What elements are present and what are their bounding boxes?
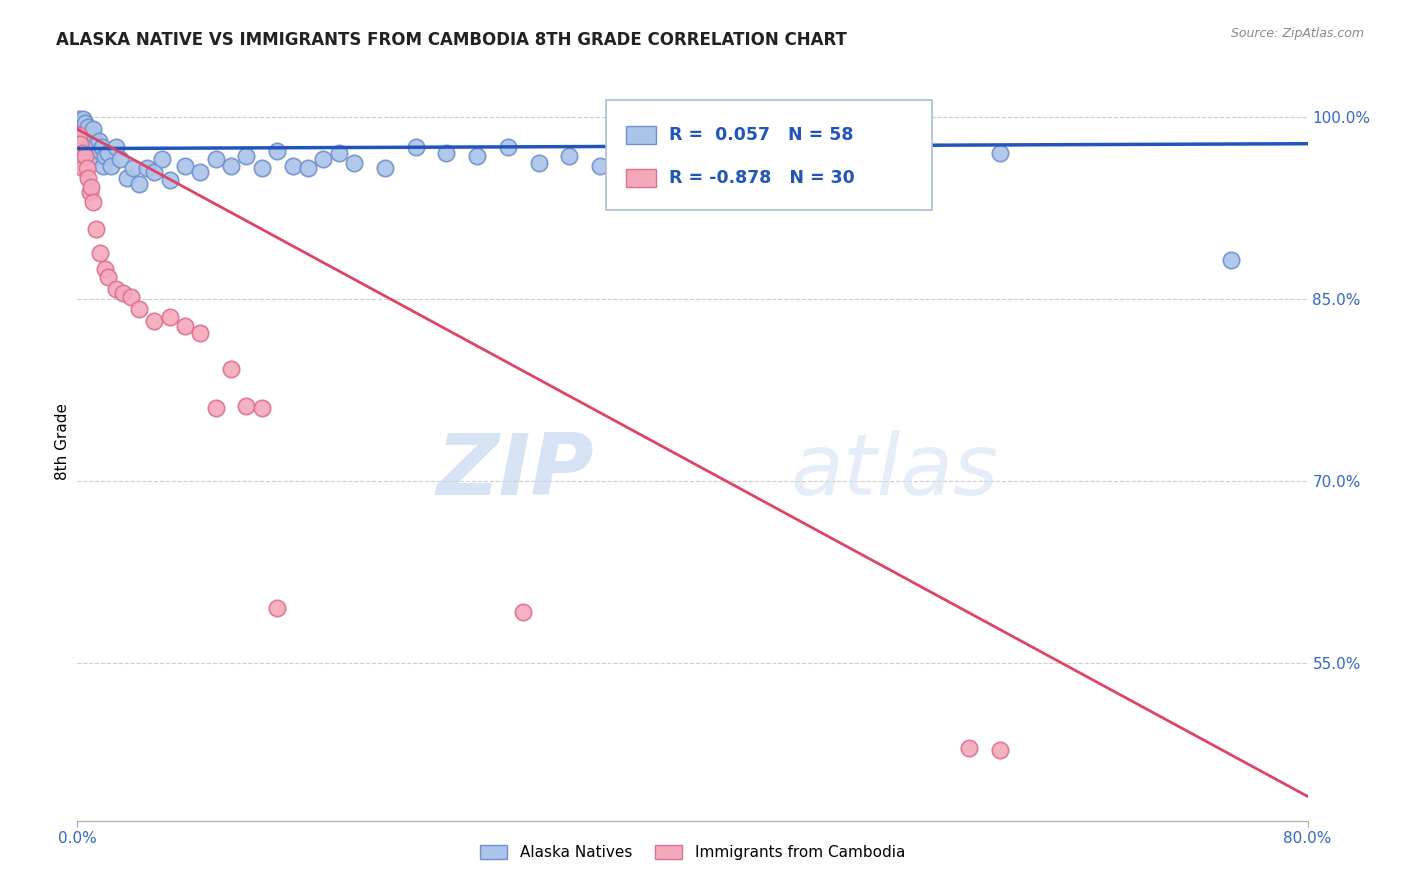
Point [219, 362, 242, 376]
Point [112, 285, 135, 300]
Point [250, 401, 273, 416]
Y-axis label: 8th Grade: 8th Grade [55, 403, 70, 480]
Point [128, 301, 150, 316]
Point [84, 136, 107, 151]
Point [76, 125, 98, 139]
Point [77, 120, 100, 134]
FancyBboxPatch shape [626, 169, 655, 187]
Point [82, 194, 104, 209]
Point [80, 134, 103, 148]
Point [121, 161, 143, 175]
Point [72, 112, 94, 127]
Point [188, 326, 212, 340]
Text: R =  0.057   N = 58: R = 0.057 N = 58 [669, 126, 853, 144]
Point [312, 153, 335, 167]
Point [496, 140, 519, 154]
Point [94, 149, 117, 163]
Point [87, 134, 110, 148]
Point [69, 136, 91, 151]
Text: ALASKA NATIVE VS IMMIGRANTS FROM CAMBODIA 8TH GRADE CORRELATION CHART: ALASKA NATIVE VS IMMIGRANTS FROM CAMBODI… [56, 31, 846, 49]
Point [69, 116, 91, 130]
Point [93, 159, 115, 173]
Point [77, 128, 100, 143]
Point [297, 161, 319, 175]
Point [266, 601, 288, 615]
Text: atlas: atlas [792, 430, 998, 514]
Point [281, 159, 304, 173]
Point [235, 399, 257, 413]
Point [120, 289, 142, 303]
Point [558, 149, 581, 163]
Point [67, 112, 90, 127]
Point [104, 140, 127, 154]
Point [250, 161, 273, 175]
Point [620, 146, 643, 161]
Point [405, 140, 427, 154]
Point [94, 261, 117, 276]
Point [328, 146, 350, 161]
Text: R = -0.878   N = 30: R = -0.878 N = 30 [669, 169, 855, 186]
Point [651, 140, 673, 154]
Point [73, 149, 96, 163]
Point [82, 128, 104, 143]
Point [527, 156, 550, 170]
Point [204, 153, 226, 167]
Point [70, 146, 93, 161]
Point [589, 159, 612, 173]
Point [82, 122, 104, 136]
Point [159, 173, 181, 187]
Point [143, 314, 166, 328]
FancyBboxPatch shape [606, 101, 932, 211]
Point [79, 186, 101, 200]
Point [204, 401, 226, 416]
Point [76, 161, 98, 175]
Legend: Alaska Natives, Immigrants from Cambodia: Alaska Natives, Immigrants from Cambodia [474, 838, 911, 866]
Point [436, 146, 458, 161]
Point [97, 270, 120, 285]
Point [73, 116, 96, 130]
Point [188, 164, 212, 178]
Point [104, 282, 127, 296]
Point [84, 221, 107, 235]
Point [72, 161, 94, 175]
Point [97, 146, 120, 161]
Point [73, 122, 96, 136]
Point [465, 149, 488, 163]
Point [143, 164, 166, 178]
Text: ZIP: ZIP [436, 430, 595, 514]
Point [174, 318, 197, 333]
Point [512, 605, 534, 619]
Point [100, 159, 122, 173]
Point [77, 170, 100, 185]
Point [86, 149, 108, 163]
Point [174, 159, 197, 173]
Point [70, 122, 93, 136]
Point [115, 170, 138, 185]
Point [128, 177, 150, 191]
Point [80, 180, 103, 194]
Point [110, 153, 132, 167]
Point [150, 153, 173, 167]
Point [79, 140, 101, 154]
Point [266, 144, 288, 158]
Point [1219, 253, 1241, 268]
Point [988, 146, 1011, 161]
Point [343, 156, 366, 170]
Point [135, 161, 157, 175]
Point [219, 159, 242, 173]
Point [682, 156, 704, 170]
Point [89, 144, 111, 158]
Text: Source: ZipAtlas.com: Source: ZipAtlas.com [1230, 27, 1364, 40]
Point [67, 128, 90, 143]
Point [89, 246, 111, 260]
Point [957, 740, 980, 755]
Point [235, 149, 257, 163]
Point [374, 161, 396, 175]
Point [90, 140, 114, 154]
Point [988, 743, 1011, 757]
Point [83, 144, 105, 158]
Point [72, 128, 94, 143]
Point [159, 310, 181, 325]
FancyBboxPatch shape [626, 126, 655, 144]
